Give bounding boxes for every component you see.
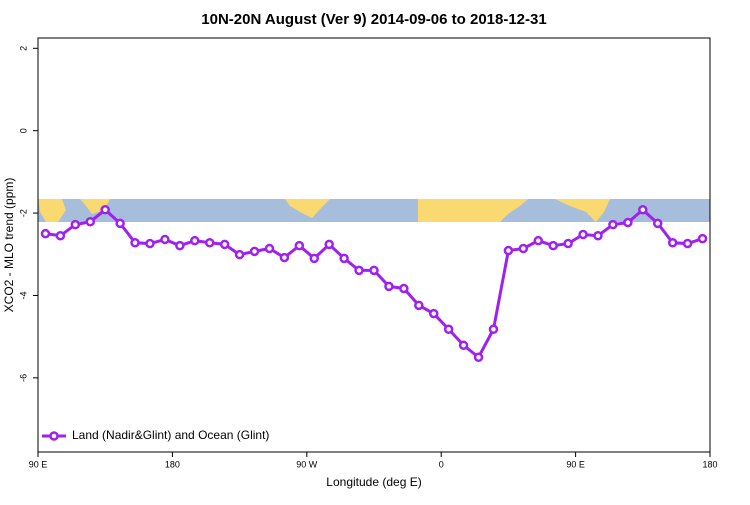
data-point	[309, 253, 320, 264]
data-point	[234, 249, 245, 260]
data-point	[264, 243, 275, 254]
x-tick-label: 90 W	[296, 459, 318, 469]
x-tick-label: 0	[439, 459, 444, 469]
data-point	[473, 352, 484, 363]
legend-marker	[49, 431, 59, 441]
data-point	[414, 300, 424, 311]
data-point	[175, 240, 185, 251]
data-point	[294, 240, 305, 251]
y-tick-label: 0	[18, 128, 28, 133]
data-point	[100, 205, 110, 215]
data-point	[160, 234, 170, 245]
data-point	[593, 230, 603, 241]
data-point	[204, 237, 215, 248]
data-point	[219, 239, 230, 250]
legend-label: Land (Nadir&Glint) and Ocean (Glint)	[72, 428, 269, 442]
x-axis-label: Longitude (deg E)	[326, 475, 421, 489]
data-point	[55, 230, 66, 241]
data-point	[354, 265, 364, 276]
data-point	[518, 243, 529, 254]
data-point	[324, 239, 334, 250]
data-point	[548, 240, 558, 251]
data-point	[667, 237, 678, 248]
data-point	[369, 265, 379, 276]
data-point	[279, 252, 290, 263]
data-point	[145, 238, 155, 249]
x-tick-label: 180	[165, 459, 180, 469]
series-line	[45, 207, 704, 360]
data-point	[638, 205, 648, 215]
y-axis-label: XCO2 - MLO trend (ppm)	[2, 178, 16, 313]
data-point	[488, 324, 499, 334]
x-tick-label: 180	[702, 459, 717, 469]
y-tick-label: -2	[18, 209, 28, 217]
plot-frame	[37, 37, 711, 453]
data-point	[70, 219, 81, 230]
data-point	[458, 340, 469, 351]
data-point	[249, 246, 260, 257]
x-tick-label: 90 E	[566, 459, 585, 469]
map-strip	[38, 199, 710, 222]
y-tick-label: -6	[18, 374, 28, 382]
data-point	[40, 228, 51, 239]
y-tick-label: -4	[18, 291, 28, 299]
data-point	[85, 216, 96, 227]
data-point	[443, 324, 454, 334]
data-point	[399, 283, 409, 294]
data-point	[652, 218, 663, 229]
data-point	[682, 238, 693, 249]
data-point	[533, 235, 544, 246]
data-point	[608, 219, 618, 230]
data-point	[578, 229, 588, 240]
chart-title: 10N-20N August (Ver 9) 2014-09-06 to 201…	[201, 11, 546, 28]
data-point	[130, 237, 140, 248]
data-point	[697, 233, 708, 244]
data-point	[339, 253, 349, 264]
data-point	[503, 245, 514, 256]
y-tick-label: 2	[18, 46, 28, 51]
data-point	[563, 238, 573, 249]
data-point	[428, 308, 439, 319]
data-point	[190, 235, 200, 246]
data-point	[623, 217, 633, 228]
x-tick-label: 90 E	[29, 459, 48, 469]
data-point	[384, 281, 394, 292]
data-point	[115, 218, 125, 229]
